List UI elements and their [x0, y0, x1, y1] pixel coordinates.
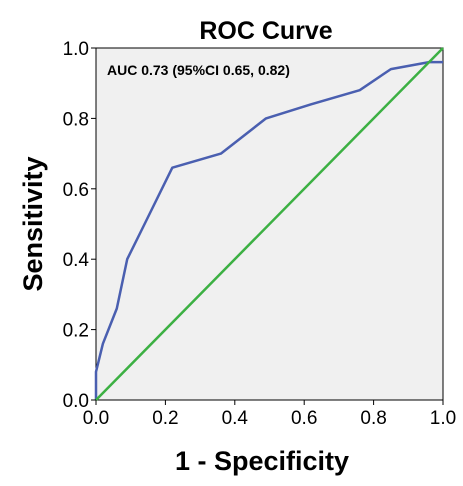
y-tick-label: 0.0 [63, 391, 89, 412]
x-tick-label: 0.6 [291, 408, 317, 429]
y-tick-label: 0.6 [63, 180, 89, 201]
y-tick-label: 0.8 [63, 109, 89, 130]
x-tick-label: 1.0 [430, 408, 456, 429]
y-axis-label: Sensitivity [18, 156, 48, 291]
reference-diagonal-line [95, 47, 444, 401]
x-tick-label: 0.2 [152, 408, 178, 429]
x-tick-label: 0.8 [360, 408, 386, 429]
auc-annotation: AUC 0.73 (95%CI 0.65, 0.82) [107, 62, 290, 78]
y-tick-label: 0.2 [63, 321, 89, 342]
x-tick-label: 0.4 [222, 408, 249, 429]
roc-curve-line [94, 60, 443, 400]
x-axis-label: 1 - Specificity [175, 446, 349, 476]
chart-title: ROC Curve [199, 17, 332, 45]
y-tick-label: 0.4 [63, 250, 90, 271]
x-tick-label: 0.0 [83, 408, 109, 429]
series-layer [94, 47, 444, 401]
tick-layer: 0.0 0.2 0.4 0.6 0.8 1.0 0.0 0.2 0.4 0.6 0.8 1.0 [63, 39, 457, 429]
y-tick-label: 1.0 [63, 39, 89, 60]
